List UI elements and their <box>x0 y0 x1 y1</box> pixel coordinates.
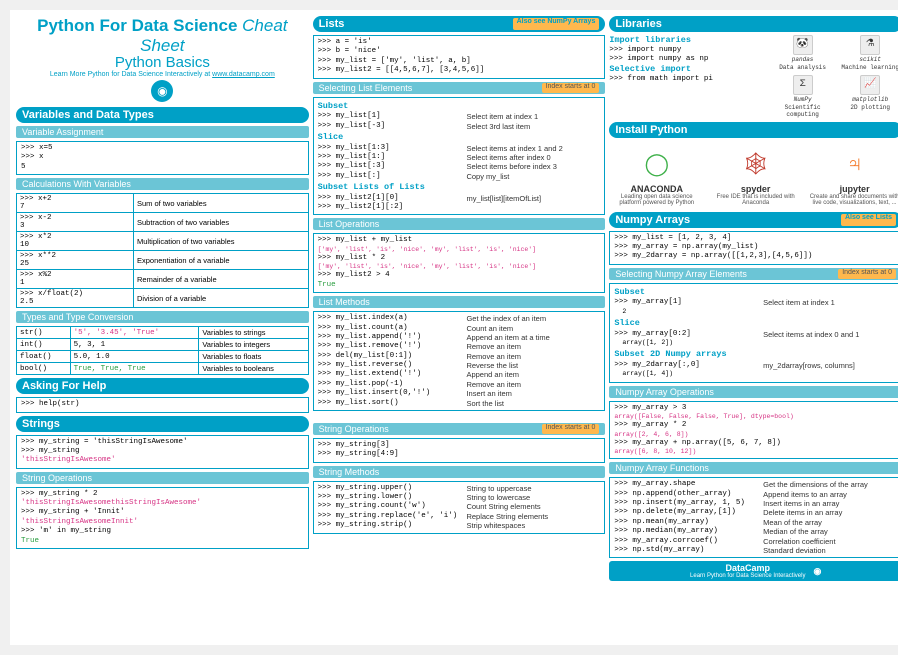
subsec-sellist: Selecting List ElementsIndex starts at 0 <box>313 82 606 94</box>
header-block: Python For Data Science Cheat Sheet Pyth… <box>16 16 309 104</box>
selnp-box: Subset>>> my_array[1]2Select item at ind… <box>609 283 898 383</box>
subsec-strops2: String OperationsIndex starts at 0 <box>313 423 606 435</box>
lib-line: >>> import numpy as np <box>609 55 766 64</box>
main-title: Python For Data Science Cheat Sheet <box>16 16 309 56</box>
section-install: Install Python <box>609 122 898 138</box>
learn-more: Learn More Python for Data Science Inter… <box>16 71 309 78</box>
datacamp-logo-icon: ◉ <box>151 80 173 102</box>
subsec-npops: Numpy Array Operations <box>609 386 898 398</box>
subsec-selnp: Selecting Numpy Array ElementsIndex star… <box>609 268 898 280</box>
selective-label: Selective import <box>609 64 766 75</box>
section-strings: Strings <box>16 416 309 432</box>
footer-name: DataCamp <box>690 563 805 573</box>
col-2: ListsAlso see NumPy Arrays >>> a = 'is'>… <box>313 16 606 639</box>
section-libs: Libraries <box>609 16 898 32</box>
help-box: >>> help(str) <box>16 397 309 412</box>
npdef-box: >>> my_list = [1, 2, 3, 4]>>> my_array =… <box>609 231 898 265</box>
lib-line: >>> from math import pi <box>609 75 766 84</box>
strmeth-box: >>> my_string.upper()String to uppercase… <box>313 481 606 534</box>
col-1: Python For Data Science Cheat Sheet Pyth… <box>16 16 309 639</box>
types-table: str()'5', '3.45', 'True'Variables to str… <box>16 326 309 375</box>
subsec-strops: String Operations <box>16 472 309 484</box>
listmeth-box: >>> my_list.index(a)Get the index of an … <box>313 311 606 411</box>
idx0-tag3: Index starts at 0 <box>838 269 896 279</box>
npops-box: >>> my_array > 3array([False, False, Fal… <box>609 401 898 460</box>
cheat-sheet: Python For Data Science Cheat Sheet Pyth… <box>10 10 898 645</box>
libs-box: Import libraries >>> import numpy >>> im… <box>609 35 898 119</box>
also-numpy-tag: Also see NumPy Arrays <box>513 18 600 30</box>
subsec-listops: List Operations <box>313 218 606 230</box>
section-lists: ListsAlso see NumPy Arrays <box>313 16 606 32</box>
listops-box: >>> my_list + my_list['my', 'list', 'is'… <box>313 233 606 293</box>
sellist-box: Subset>>> my_list[1]Select item at index… <box>313 97 606 216</box>
strops2-box: >>> my_string[3]>>> my_string[4:9] <box>313 438 606 463</box>
footer-logo-icon: ◉ <box>813 566 821 577</box>
subsec-calc: Calculations With Variables <box>16 178 309 190</box>
subsec-types: Types and Type Conversion <box>16 311 309 323</box>
idx0-tag: Index starts at 0 <box>542 83 600 93</box>
datacamp-link[interactable]: www.datacamp.com <box>212 71 275 78</box>
col-3: Libraries Import libraries >>> import nu… <box>609 16 898 639</box>
idx0-tag2: Index starts at 0 <box>542 424 600 434</box>
footer: DataCamp Learn Python for Data Science I… <box>609 561 898 581</box>
str1-box: >>> my_string = 'thisStringIsAwesome'>>>… <box>16 435 309 469</box>
subsec-strmeth: String Methods <box>313 466 606 478</box>
subsec-varassign: Variable Assignment <box>16 126 309 138</box>
also-lists-tag: Also see Lists <box>841 214 896 226</box>
subtitle: Python Basics <box>16 54 309 71</box>
lib-line: >>> import numpy <box>609 46 766 55</box>
strops1-box: >>> my_string * 2'thisStringIsAwesomethi… <box>16 487 309 549</box>
install-row: ◯ANACONDALeading open data science platf… <box>609 141 898 209</box>
lib-icons: 🐼pandasData analysis⚗scikitMachine learn… <box>771 35 898 119</box>
section-vars: Variables and Data Types <box>16 107 309 123</box>
footer-sub: Learn Python for Data Science Interactiv… <box>690 573 805 579</box>
import-label: Import libraries <box>609 35 766 46</box>
section-numpy: Numpy ArraysAlso see Lists <box>609 212 898 228</box>
calc-table: >>> x+27Sum of two variables>>> x-23Subt… <box>16 193 309 308</box>
section-help: Asking For Help <box>16 378 309 394</box>
subsec-listmeth: List Methods <box>313 296 606 308</box>
varassign-box: >>> x=5>>> x5 <box>16 141 309 175</box>
listdef-box: >>> a = 'is'>>> b = 'nice'>>> my_list = … <box>313 35 606 79</box>
npfunc-box: >>> my_array.shapeGet the dimensions of … <box>609 477 898 558</box>
subsec-npfunc: Numpy Array Functions <box>609 462 898 474</box>
